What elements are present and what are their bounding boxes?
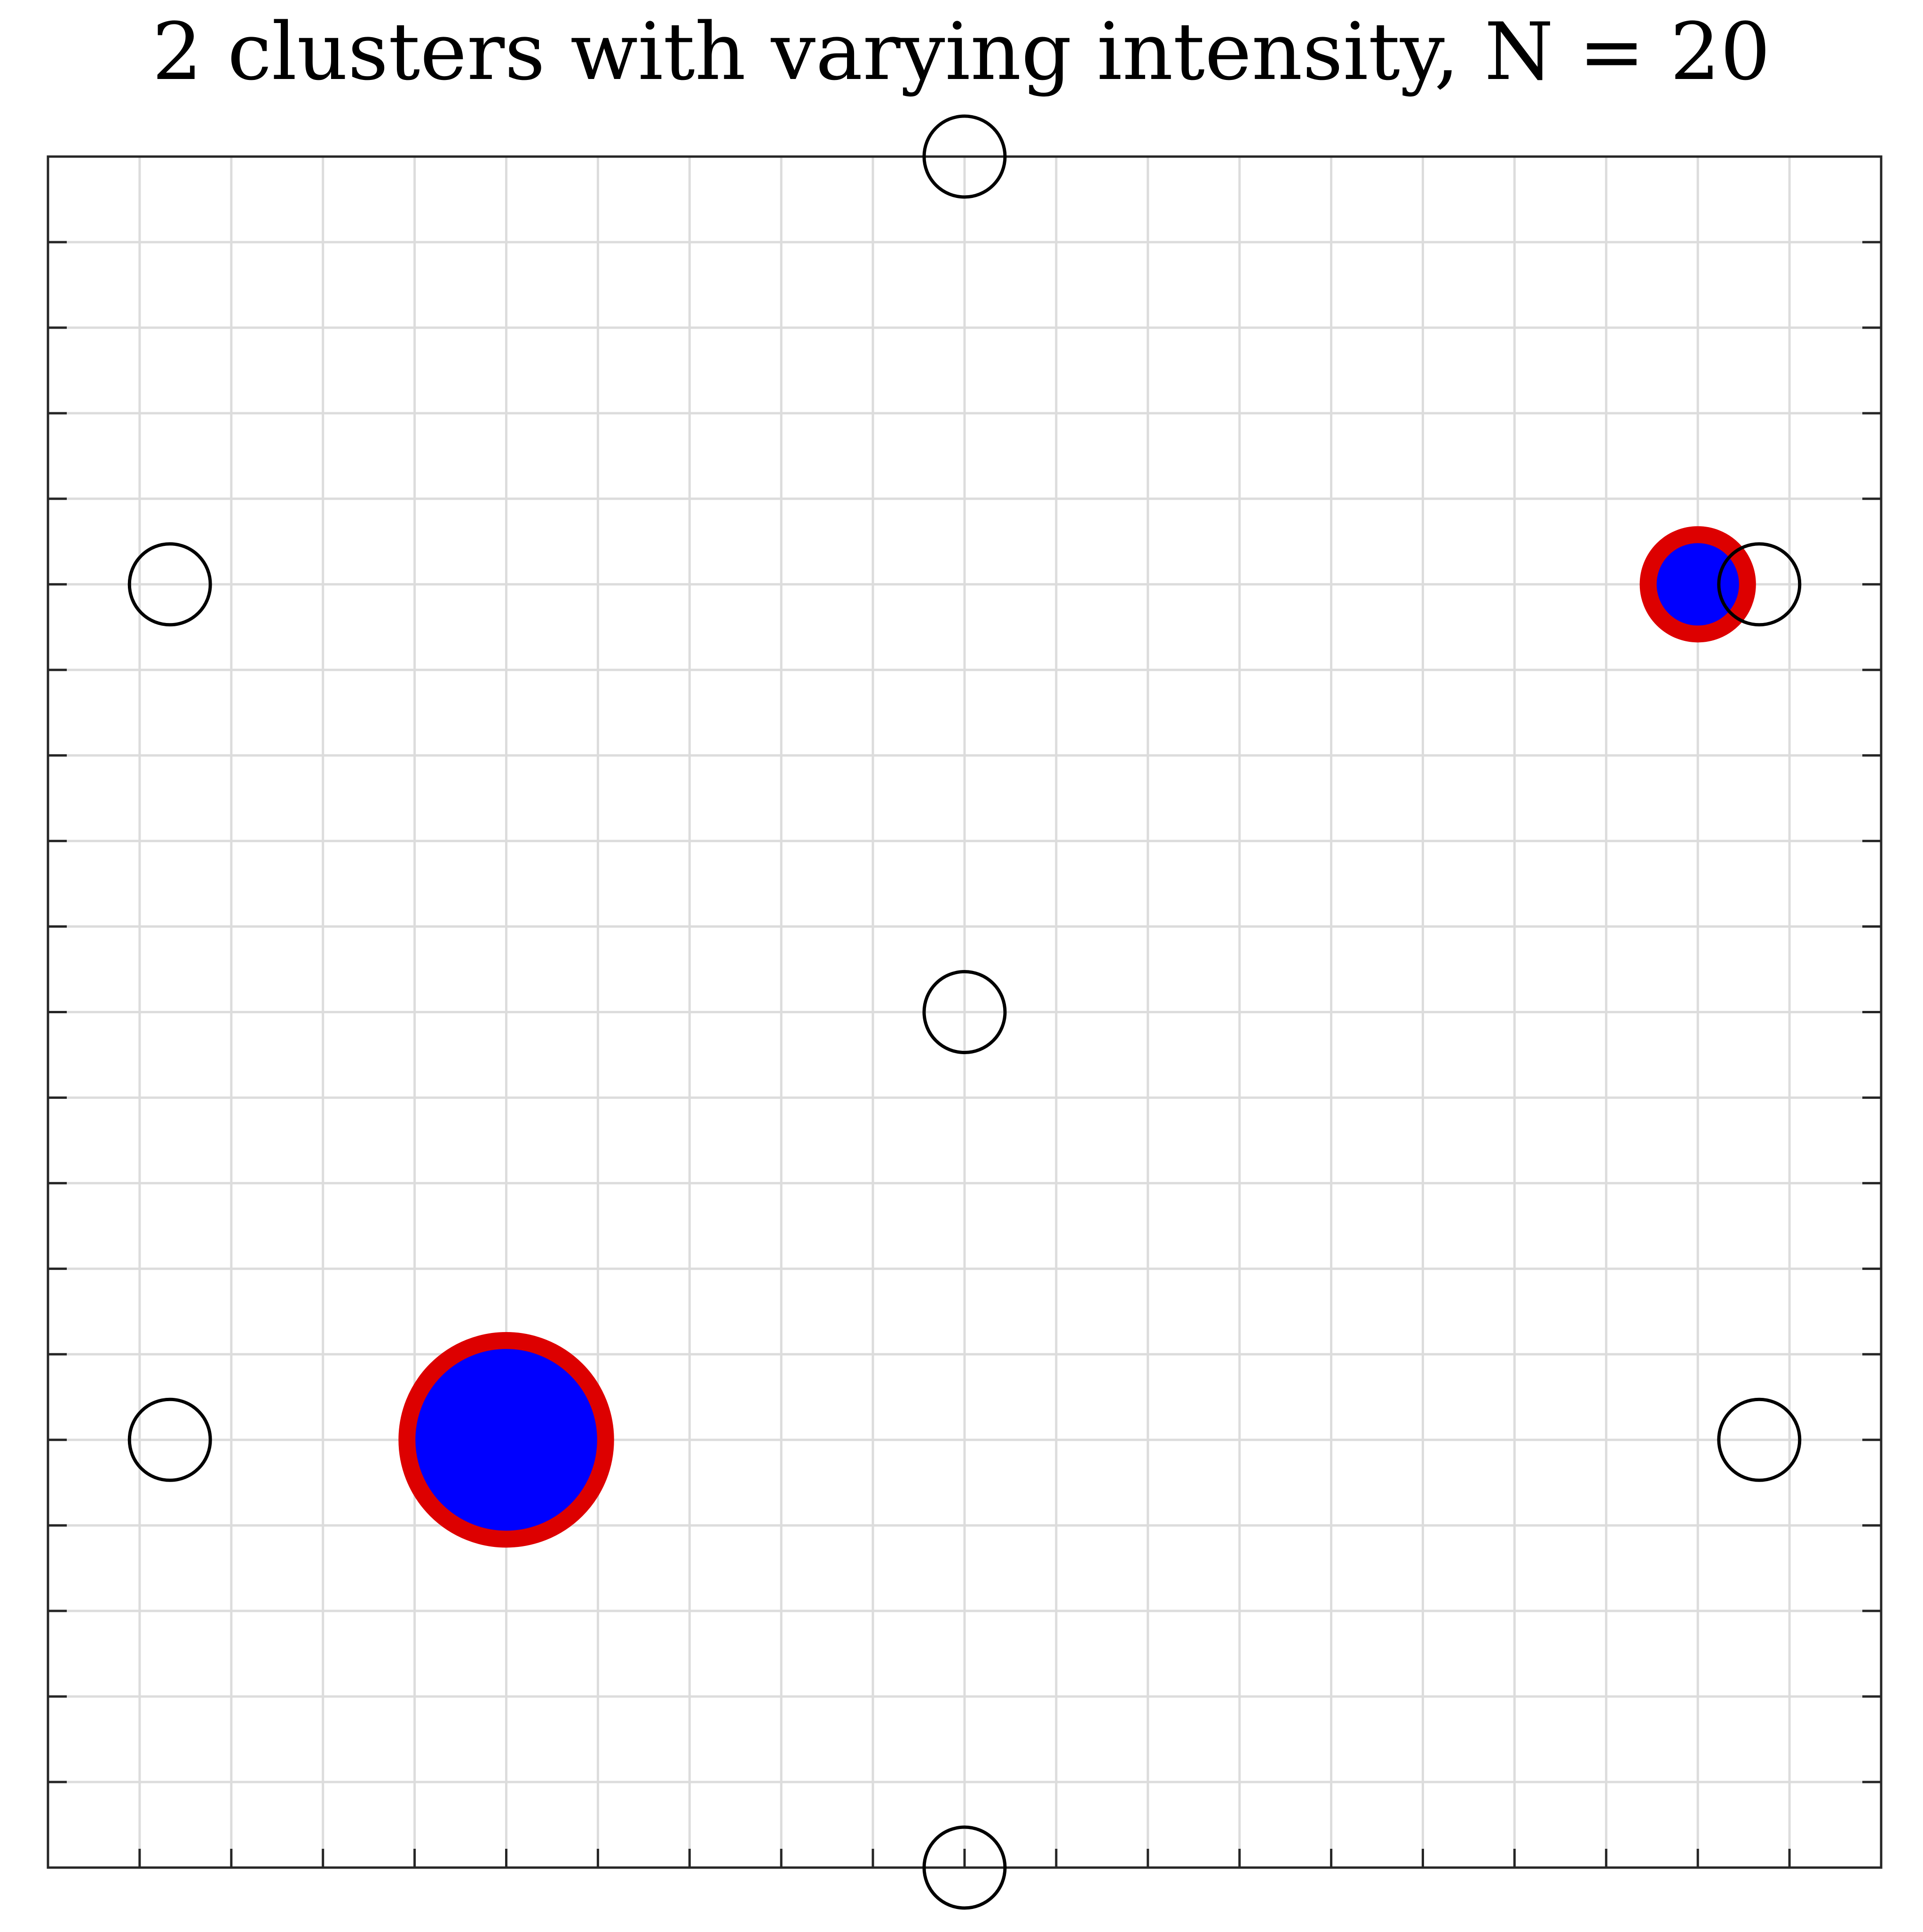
cluster-point [1639, 526, 1756, 643]
sensor-point [1717, 542, 1802, 627]
chart-title: 2 clusters with varying intensity, N = 2… [152, 6, 1770, 98]
sensor-point [922, 114, 1007, 199]
cluster-markers [398, 526, 1756, 1548]
cluster-point [398, 1332, 614, 1548]
axes-frame [47, 155, 1883, 1869]
sensor-markers [127, 114, 1802, 1910]
grid [48, 157, 1881, 1868]
sensor-point [127, 1397, 212, 1482]
sensor-point [922, 970, 1007, 1054]
sensor-point [127, 542, 212, 627]
sensor-point [922, 1825, 1007, 1910]
sensor-point [1717, 1397, 1802, 1482]
